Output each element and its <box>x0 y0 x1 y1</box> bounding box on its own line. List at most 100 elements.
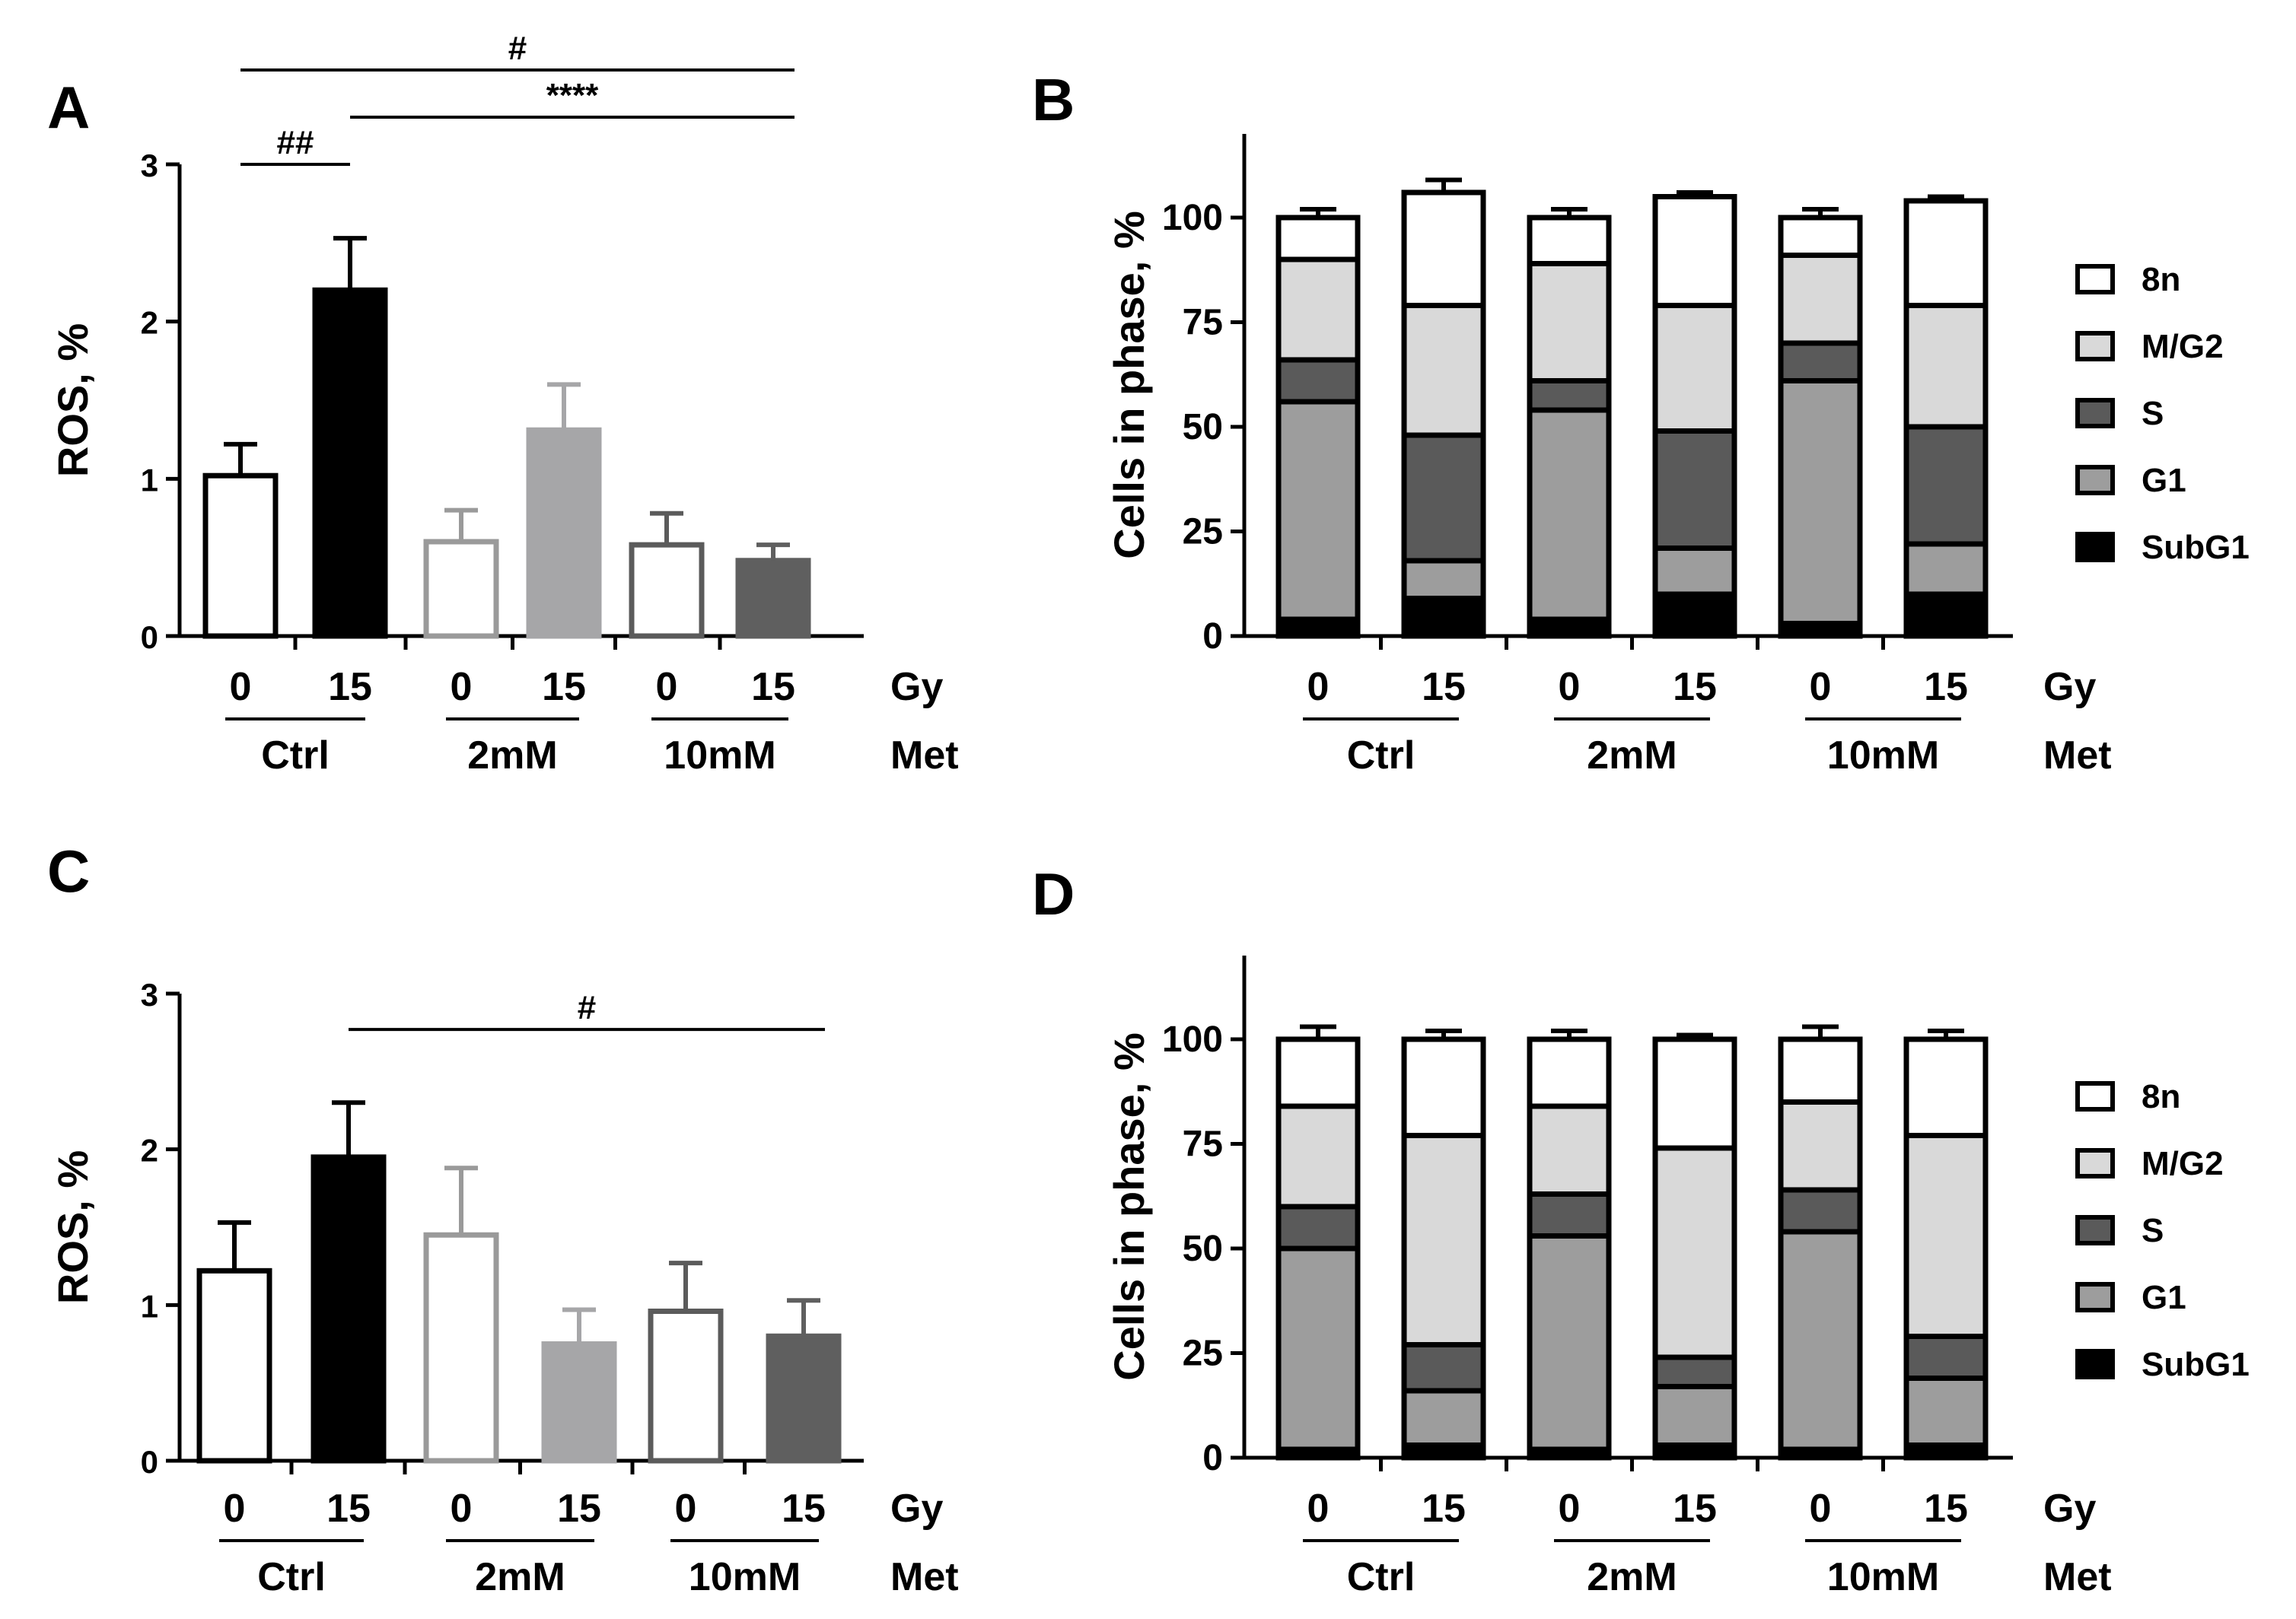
dose-label: 15 <box>1924 1487 1968 1531</box>
legend-label: M/G2 <box>2142 328 2224 365</box>
panel-letter: B <box>1032 66 1075 133</box>
bar-segment-s <box>1401 432 1486 564</box>
legend-swatch <box>2075 331 2115 361</box>
dose-label: 15 <box>1673 665 1717 709</box>
bar <box>648 1309 724 1464</box>
legend-swatch <box>2075 398 2115 428</box>
bar <box>629 542 705 639</box>
significance-marker: # <box>508 30 527 67</box>
dose-label: 0 <box>451 1487 473 1531</box>
panel-letter: C <box>47 838 90 905</box>
bar-segment-mg2 <box>1778 253 1863 346</box>
bar-segment-8n <box>1527 1036 1612 1109</box>
panel-b: B Cells in phase, % 0 25 50 75 100 8n M/G2 S G1 Sub… <box>1032 66 2250 778</box>
bar <box>196 1268 272 1464</box>
legend-label: G1 <box>2142 462 2186 499</box>
group-label: 10mM <box>689 1555 801 1599</box>
dose-label: 0 <box>656 665 678 709</box>
bar-segment-mg2 <box>1401 1133 1486 1347</box>
bar <box>310 1154 387 1464</box>
unit-label: Gy <box>890 665 943 709</box>
bar-segment-8n <box>1275 215 1361 262</box>
y-tick-label: 75 <box>1183 303 1223 343</box>
group-label: Ctrl <box>1347 733 1415 778</box>
significance-marker: **** <box>546 77 599 114</box>
bar-segment-subg1 <box>1652 591 1737 639</box>
y-tick-label: 0 <box>141 1444 158 1480</box>
bar-segment-g1 <box>1652 545 1737 597</box>
bar-segment-mg2 <box>1527 261 1612 383</box>
bar-segment-s <box>1401 1342 1486 1394</box>
legend-swatch <box>2075 264 2115 294</box>
bar-segment-s <box>1778 1187 1863 1235</box>
legend-swatch <box>2075 1349 2115 1379</box>
legend-label: M/G2 <box>2142 1145 2224 1182</box>
y-tick-label: 1 <box>141 462 158 498</box>
dose-label: 15 <box>542 665 586 709</box>
dose-label: 0 <box>1307 1487 1330 1531</box>
bar-segment-8n <box>1903 198 1989 308</box>
unit-label: Gy <box>2043 1487 2096 1531</box>
dose-label: 0 <box>675 1487 697 1531</box>
bar <box>423 539 499 639</box>
bar <box>541 1341 617 1464</box>
dose-label: 0 <box>1810 1487 1832 1531</box>
bar-segment-8n <box>1401 189 1486 308</box>
dose-label: 15 <box>1422 1487 1466 1531</box>
bar-segment-mg2 <box>1275 256 1361 363</box>
group-label: 10mM <box>664 733 775 778</box>
bar <box>526 427 602 639</box>
dose-label: 0 <box>1559 665 1581 709</box>
bar-segment-s <box>1527 1191 1612 1239</box>
bar-segment-mg2 <box>1652 1145 1737 1360</box>
legend-label: 8n <box>2142 1078 2180 1115</box>
dose-label: 15 <box>1422 665 1466 709</box>
bar-segment-s <box>1903 424 1989 547</box>
y-tick-label: 0 <box>1202 616 1223 657</box>
y-tick-label: 100 <box>1162 198 1223 238</box>
group-label: Ctrl <box>257 1555 326 1599</box>
bar-segment-s <box>1527 378 1612 413</box>
bar-segment-s <box>1652 1354 1737 1389</box>
dose-label: 15 <box>1924 665 1968 709</box>
bar-segment-8n <box>1652 194 1737 308</box>
y-tick-label: 50 <box>1183 407 1223 447</box>
dose-label: 0 <box>230 665 252 709</box>
dose-label: 15 <box>326 1487 371 1531</box>
unit-label: Gy <box>890 1487 943 1531</box>
y-tick-label: 2 <box>141 305 158 341</box>
legend-swatch <box>2075 1215 2115 1245</box>
bar-segment-s <box>1652 428 1737 551</box>
group-label: 10mM <box>1827 1555 1939 1599</box>
dose-label: 15 <box>557 1487 601 1531</box>
y-tick-label: 3 <box>141 977 158 1013</box>
dose-label: 0 <box>1559 1487 1581 1531</box>
y-tick-label: 50 <box>1183 1229 1223 1269</box>
group-axis-label: Met <box>2043 1555 2112 1599</box>
bar-segment-mg2 <box>1527 1103 1612 1197</box>
bar-segment-g1 <box>1903 541 1989 597</box>
bar-segment-s <box>1903 1334 1989 1381</box>
bar-segment-s <box>1275 1204 1361 1252</box>
legend-swatch <box>2075 1282 2115 1312</box>
y-tick-label: 25 <box>1183 1334 1223 1374</box>
bar <box>202 472 279 639</box>
bar-segment-8n <box>1275 1036 1361 1109</box>
bar-segment-g1 <box>1401 558 1486 601</box>
significance-marker: ## <box>277 124 314 161</box>
panel-letter: A <box>47 74 90 141</box>
dose-label: 0 <box>1810 665 1832 709</box>
bar-segment-s <box>1275 357 1361 405</box>
y-tick-label: 25 <box>1183 512 1223 552</box>
legend-label: 8n <box>2142 261 2180 298</box>
bar <box>423 1232 499 1464</box>
bar-segment-subg1 <box>1903 591 1989 639</box>
bar-segment-g1 <box>1527 1233 1612 1452</box>
bar-segment-g1 <box>1778 378 1863 626</box>
bar-segment-subg1 <box>1401 596 1486 639</box>
bar-segment-mg2 <box>1275 1103 1361 1210</box>
dose-label: 15 <box>1673 1487 1717 1531</box>
group-axis-label: Met <box>890 733 959 778</box>
bar-segment-g1 <box>1401 1388 1486 1448</box>
bar <box>766 1333 842 1464</box>
